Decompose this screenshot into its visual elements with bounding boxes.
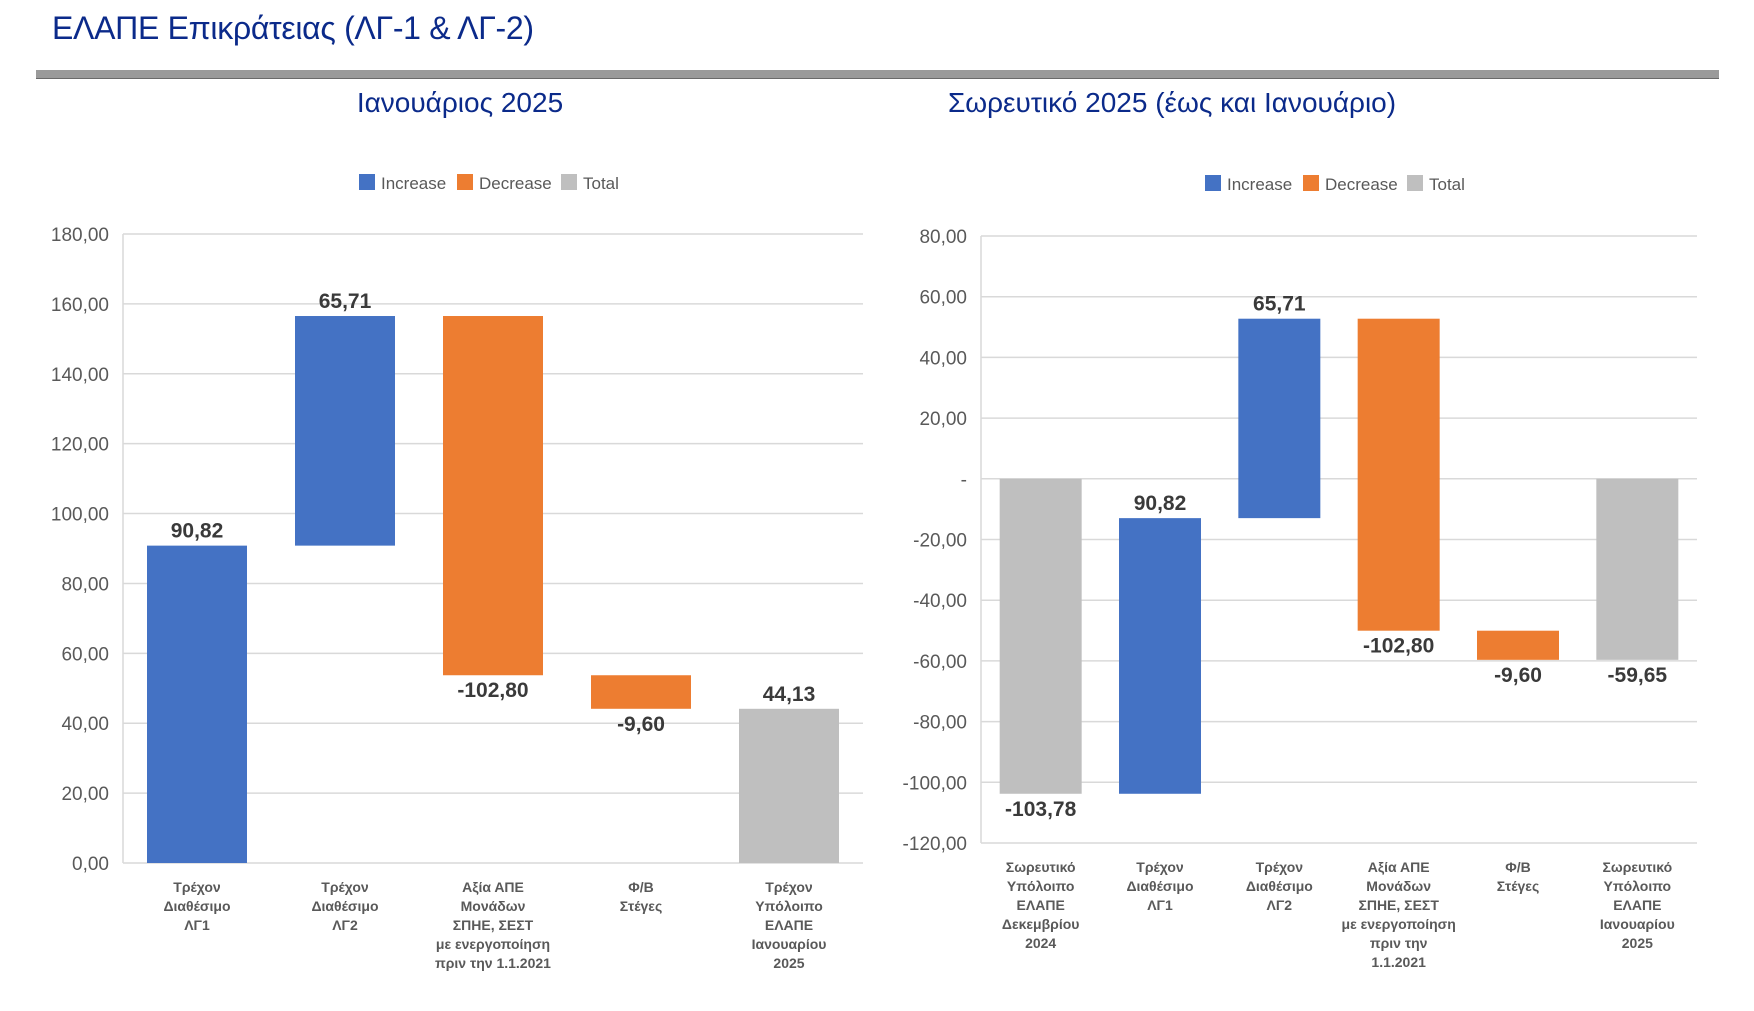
bar-increase: [295, 316, 395, 546]
y-tick-label: 60,00: [61, 644, 109, 665]
category-label: Αξία ΑΠΕ Μονάδων ΣΠΗΕ, ΣΕΣΤ με ενεργοποίηση…: [435, 879, 551, 971]
category-label: Σωρευτικό Υπόλοιπο ΕΛΑΠΕ Δεκεμβρίου 2024: [1002, 859, 1080, 951]
data-label: -59,65: [1608, 664, 1668, 687]
legend-label-decrease: Decrease: [479, 174, 552, 193]
data-label: -102,80: [1363, 635, 1434, 658]
category-label: Τρέχον Διαθέσιμο ΛΓ1: [1126, 859, 1193, 913]
y-tick-label: -80,00: [913, 713, 967, 734]
y-tick-label: 180,00: [51, 225, 109, 246]
data-label: 65,71: [319, 290, 372, 313]
legend-label-increase: Increase: [381, 174, 446, 193]
y-tick-label: 40,00: [61, 714, 109, 735]
legend-swatch-increase: [359, 174, 375, 190]
y-tick-label: 80,00: [919, 227, 967, 248]
data-label: -103,78: [1005, 798, 1077, 821]
y-tick-label: 120,00: [51, 435, 109, 456]
waterfall-chart-cumulative: Σωρευτικό 2025 (έως και Ιανουάριο) Increa…: [903, 87, 1697, 970]
chart-title: Σωρευτικό 2025 (έως και Ιανουάριο): [948, 87, 1396, 118]
y-tick-label: -40,00: [913, 591, 967, 612]
y-tick-label: -60,00: [913, 652, 967, 673]
data-label: -102,80: [457, 679, 528, 702]
title-divider: [36, 70, 1719, 79]
data-label: -9,60: [1494, 664, 1542, 687]
legend-label-total: Total: [1429, 175, 1465, 194]
bar-total: [739, 708, 839, 863]
y-tick-label: -20,00: [913, 531, 967, 552]
legend-swatch-increase: [1205, 175, 1221, 191]
y-tick-label: 160,00: [51, 295, 109, 316]
y-tick-label: 100,00: [51, 505, 109, 526]
data-label: 90,82: [171, 520, 224, 543]
y-tick-label: 40,00: [919, 348, 967, 369]
legend-swatch-decrease: [457, 174, 473, 190]
bar-increase: [1238, 318, 1321, 519]
y-tick-label: 20,00: [61, 784, 109, 805]
data-label: 65,71: [1253, 293, 1306, 316]
y-tick-label: 0,00: [72, 854, 109, 875]
page-title: ΕΛΑΠΕ Επικράτειας (ΛΓ-1 & ΛΓ-2): [52, 10, 534, 46]
legend-label-increase: Increase: [1227, 175, 1292, 194]
data-label: 90,82: [1134, 492, 1187, 515]
y-tick-label: 60,00: [919, 288, 967, 309]
category-label: Τρέχον Διαθέσιμο ΛΓ1: [163, 879, 230, 933]
bar-total: [1596, 478, 1679, 660]
bar-decrease: [1477, 630, 1559, 660]
category-label: Φ/Β Στέγες: [1497, 859, 1539, 894]
y-tick-label: 80,00: [61, 574, 109, 595]
y-tick-label: -120,00: [903, 834, 967, 855]
category-label: Τρέχον Υπόλοιπο ΕΛΑΠΕ Ιανουαρίου 2025: [752, 879, 827, 971]
y-tick-label: 20,00: [919, 409, 967, 430]
bar-increase: [1119, 518, 1201, 794]
legend-swatch-decrease: [1303, 175, 1319, 191]
bar-total: [999, 478, 1082, 794]
y-tick-label: -: [961, 470, 967, 491]
bar-decrease: [443, 316, 543, 676]
bar-decrease: [591, 675, 691, 709]
category-label: Σωρευτικό Υπόλοιπο ΕΛΑΠΕ Ιανουαρίου 2025: [1600, 859, 1675, 951]
y-tick-label: -100,00: [903, 773, 967, 794]
data-label: -9,60: [617, 713, 665, 736]
bar-decrease: [1357, 318, 1440, 631]
chart-title: Ιανουάριος 2025: [357, 87, 563, 118]
category-label: Τρέχον Διαθέσιμο ΛΓ2: [1246, 859, 1313, 913]
waterfall-chart-monthly: Ιανουάριος 2025 Increase Decrease Total 0,00…: [51, 87, 863, 971]
bar-increase: [147, 545, 247, 863]
category-label: Τρέχον Διαθέσιμο ΛΓ2: [311, 879, 378, 933]
category-label: Φ/Β Στέγες: [620, 879, 662, 914]
y-tick-label: 140,00: [51, 365, 109, 386]
data-label: 44,13: [763, 683, 816, 706]
legend-label-total: Total: [583, 174, 619, 193]
legend-swatch-total: [1407, 175, 1423, 191]
legend-swatch-total: [561, 174, 577, 190]
legend-label-decrease: Decrease: [1325, 175, 1398, 194]
category-label: Αξία ΑΠΕ Μονάδων ΣΠΗΕ, ΣΕΣΤ με ενεργοποίηση…: [1342, 859, 1456, 970]
